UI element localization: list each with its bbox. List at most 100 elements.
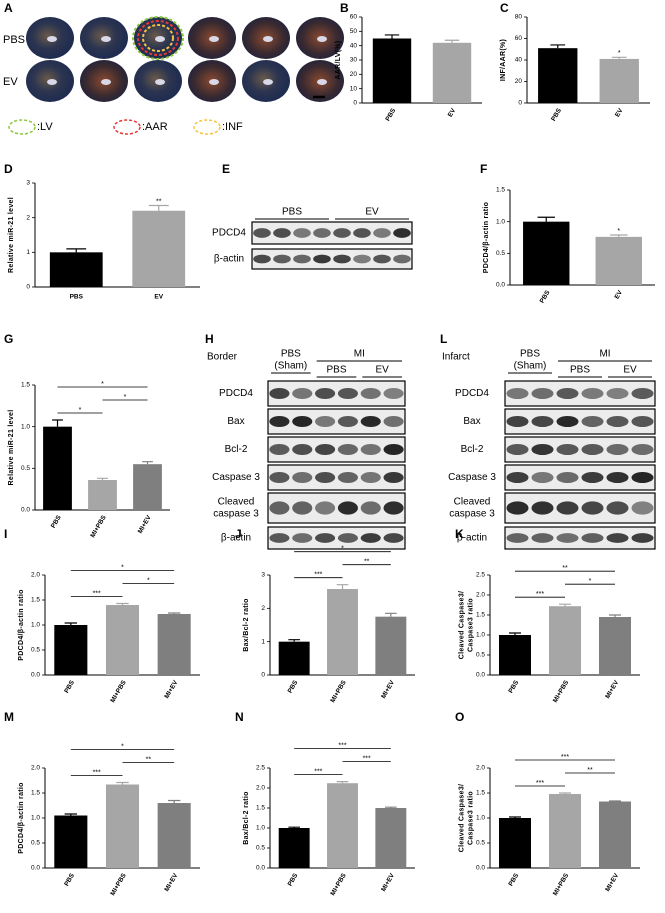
blot-strip [251, 248, 413, 270]
blot-title: Border [207, 352, 238, 363]
legend-symbol [8, 119, 36, 135]
error-bar [509, 816, 521, 818]
y-tick-label: 60 [515, 35, 523, 42]
error-bar [66, 248, 87, 253]
y-axis-label: Bax/Bcl-2 ratio [243, 598, 250, 652]
y-axis-label: Cleaved Caspase3/ [458, 591, 465, 660]
significance: * [341, 546, 344, 553]
blot-band [337, 416, 358, 427]
blot-band [360, 472, 381, 483]
y-axis-label: PDCD4/β-actin ratio [18, 782, 25, 853]
y-tick-label: 1.0 [496, 218, 505, 225]
y-tick-label: 1.5 [256, 805, 265, 812]
label-line: caspase 3 [213, 509, 259, 520]
significance: *** [338, 742, 346, 749]
label-line: Bcl-2 [225, 444, 248, 455]
y-tick-label: 1.5 [21, 382, 30, 389]
blot-band [383, 472, 404, 483]
blot-strip [267, 436, 406, 463]
error-bar [167, 799, 181, 803]
y-tick-label: 20 [350, 71, 358, 78]
x-tick-label: PBS [539, 289, 552, 305]
label-line: Caspase 3 [448, 472, 496, 483]
significance: *** [363, 755, 371, 762]
error-bar [537, 216, 555, 222]
blot-band [383, 533, 404, 543]
blot-strip [267, 380, 406, 407]
x-tick-label: EV [614, 107, 625, 119]
bar [278, 828, 310, 868]
significance: *** [536, 591, 544, 598]
y-tick-label: 1.0 [31, 815, 40, 822]
y-tick-label: 0.5 [31, 647, 40, 654]
blot-strip [504, 464, 656, 491]
blot-strip [267, 408, 406, 435]
bar [88, 480, 117, 510]
bar [499, 635, 531, 675]
blot-band [531, 501, 554, 515]
y-tick-label: 1.0 [21, 423, 30, 430]
group-label: EV [375, 365, 389, 376]
significance: * [124, 394, 127, 401]
y-tick-label: 0.5 [476, 652, 485, 659]
error-bar [148, 204, 169, 211]
significance: *** [314, 572, 322, 579]
blot-band [273, 228, 291, 238]
bar [375, 808, 407, 868]
blot-band [556, 533, 579, 543]
y-tick-label: 1.0 [31, 622, 40, 629]
blot-band [531, 444, 554, 455]
significance: * [147, 577, 150, 584]
y-tick-label: 1.5 [476, 612, 485, 619]
y-tick-label: 2.0 [31, 765, 40, 772]
blot-band [531, 472, 554, 483]
blot-band [606, 533, 629, 543]
legend-label: :AAR [142, 121, 168, 133]
blot-band [337, 501, 358, 515]
panel-letter: E [222, 162, 230, 176]
error-bar [559, 603, 571, 607]
blot-band [269, 472, 290, 483]
error-bar [336, 584, 349, 589]
x-tick-label: EV [614, 289, 625, 301]
error-bar [336, 781, 349, 784]
label-line: Bax [227, 416, 244, 427]
error-bar [509, 632, 521, 635]
blot-band [631, 501, 654, 515]
legend-symbol [193, 119, 221, 135]
bar [54, 815, 88, 868]
panel-letter: G [4, 332, 13, 346]
y-axis-label: Cleaved Caspase3/ [458, 784, 465, 853]
slice-cavity [317, 36, 327, 42]
significance: * [618, 50, 621, 57]
slice-cavity [155, 79, 165, 85]
y-tick-label: 30 [350, 57, 358, 64]
y-tick-label: 0.0 [496, 282, 505, 289]
y-tick-label: 0.0 [476, 672, 485, 679]
blot-band [337, 533, 358, 543]
bar [327, 783, 358, 868]
blot-band [292, 416, 313, 427]
significance: * [617, 228, 620, 235]
blot-band [292, 444, 313, 455]
bar [549, 606, 581, 675]
y-axis-label: INF/AAR(%) [500, 39, 507, 81]
blot-band [581, 444, 604, 455]
slice-cavity [47, 36, 57, 42]
group-label: (Sham) [274, 361, 307, 372]
blot-band [556, 444, 579, 455]
group-label: MI [354, 349, 365, 360]
x-tick-label: PBS [287, 872, 300, 888]
legend-label: :INF [222, 121, 243, 133]
blot-band [606, 472, 629, 483]
y-tick-label: 80 [515, 14, 523, 21]
blot-band [315, 416, 336, 427]
error-bar [288, 826, 300, 828]
blot-band [506, 533, 529, 543]
significance: ** [146, 756, 152, 763]
blot-band [556, 472, 579, 483]
blot-band [393, 228, 411, 238]
y-axis-label: PDCD4/β-actin ratio [18, 589, 25, 660]
bar [54, 625, 88, 675]
significance: * [121, 564, 124, 571]
